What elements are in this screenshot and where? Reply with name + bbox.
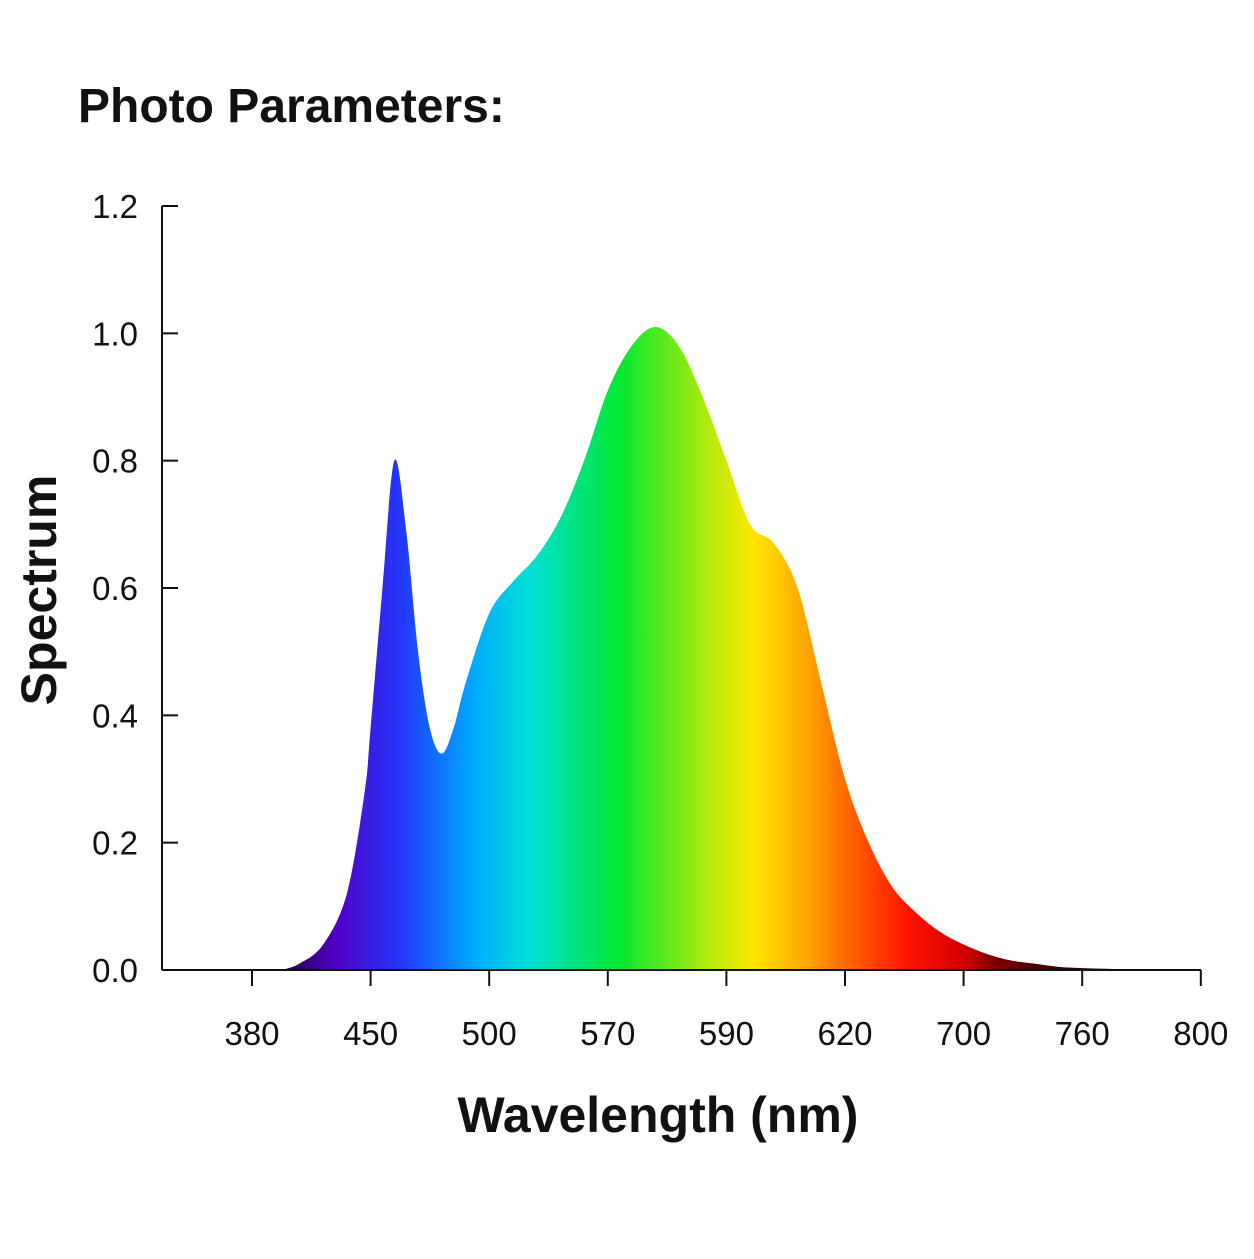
spectrum-area	[281, 326, 1201, 970]
x-tick-label: 700	[936, 1015, 991, 1052]
y-axis-ticks: 1.2 1.0 0.8 0.6 0.4 0.2 0.0	[92, 188, 178, 989]
x-tick-label: 800	[1173, 1015, 1228, 1052]
x-tick-label: 620	[817, 1015, 872, 1052]
x-tick-label: 570	[580, 1015, 635, 1052]
x-axis-title: Wavelength (nm)	[458, 1087, 859, 1143]
plot-area	[281, 326, 1201, 970]
x-tick-label: 760	[1055, 1015, 1110, 1052]
y-tick-label: 0.0	[92, 952, 138, 989]
y-tick-label: 0.8	[92, 443, 138, 480]
x-tick-label: 450	[343, 1015, 398, 1052]
x-tick-label: 590	[699, 1015, 754, 1052]
y-tick-label: 0.4	[92, 697, 138, 734]
y-tick-label: 0.6	[92, 570, 138, 607]
x-tick-label: 380	[224, 1015, 279, 1052]
y-axis-title: Spectrum	[11, 475, 67, 706]
y-tick-label: 1.0	[92, 315, 138, 352]
chart-title: Photo Parameters:	[78, 80, 505, 133]
y-tick-label: 1.2	[92, 188, 138, 225]
x-tick-label: 500	[462, 1015, 517, 1052]
x-axis-ticks: 380 450 500 570 590 620 700 760 800	[224, 970, 1228, 1052]
y-tick-label: 0.2	[92, 825, 138, 862]
